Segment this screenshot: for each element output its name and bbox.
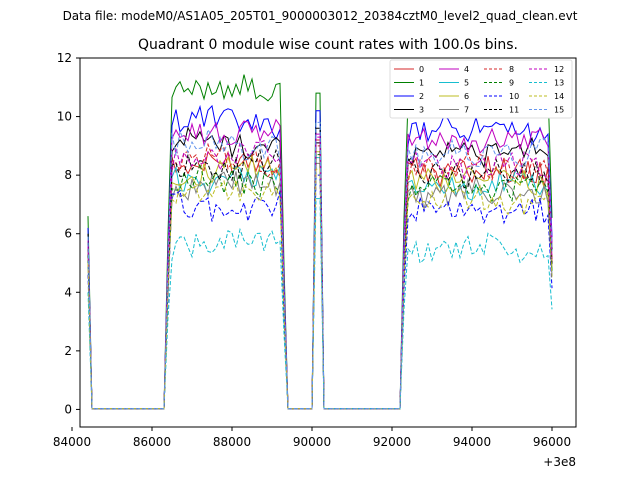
- y-tick-label: 12: [57, 51, 72, 65]
- y-tick-label: 0: [64, 402, 72, 416]
- y-tick-label: 2: [64, 344, 72, 358]
- y-axis: 0 2 4 6 8 10 12: [57, 51, 80, 416]
- x-axis: 84000 86000 88000 90000 92000 94000 96000: [53, 427, 571, 449]
- legend-label-9: 9: [509, 79, 514, 88]
- legend-label-1: 1: [419, 79, 424, 88]
- legend-label-11: 11: [509, 106, 519, 115]
- legend-label-2: 2: [419, 92, 424, 101]
- series-line-12: [87, 136, 553, 410]
- x-tick-label: 86000: [133, 435, 171, 449]
- series-line-13: [87, 198, 553, 410]
- plot-frame: [79, 57, 577, 428]
- legend-label-3: 3: [419, 106, 424, 115]
- y-tick-label: 8: [64, 168, 72, 182]
- legend-box: [389, 59, 573, 119]
- legend-label-6: 6: [464, 92, 469, 101]
- legend-label-14: 14: [554, 92, 564, 101]
- x-tick-label: 88000: [213, 435, 251, 449]
- legend-label-13: 13: [554, 79, 564, 88]
- legend-label-5: 5: [464, 79, 469, 88]
- y-tick-label: 6: [64, 227, 72, 241]
- chart-title: Quadrant 0 module wise count rates with …: [138, 37, 518, 53]
- x-tick-label: 84000: [53, 435, 91, 449]
- legend-label-12: 12: [554, 65, 564, 74]
- y-tick-label: 10: [57, 110, 72, 124]
- legend-label-8: 8: [509, 65, 514, 74]
- legend-label-0: 0: [419, 65, 424, 74]
- legend-label-15: 15: [554, 106, 564, 115]
- series-layer: [87, 74, 553, 410]
- series-line-15: [87, 121, 553, 410]
- legend-label-4: 4: [464, 65, 469, 74]
- legend-label-10: 10: [509, 92, 519, 101]
- x-tick-label: 92000: [373, 435, 411, 449]
- x-tick-label: 94000: [453, 435, 491, 449]
- x-offset-label: +3e8: [543, 455, 576, 469]
- chart-supertitle: Data file: modeM0/AS1A05_205T01_90000030…: [63, 9, 578, 23]
- y-tick-label: 4: [64, 285, 72, 299]
- series-line-14: [87, 168, 553, 410]
- x-tick-label: 96000: [533, 435, 571, 449]
- x-tick-label: 90000: [293, 435, 331, 449]
- legend-label-7: 7: [464, 106, 469, 115]
